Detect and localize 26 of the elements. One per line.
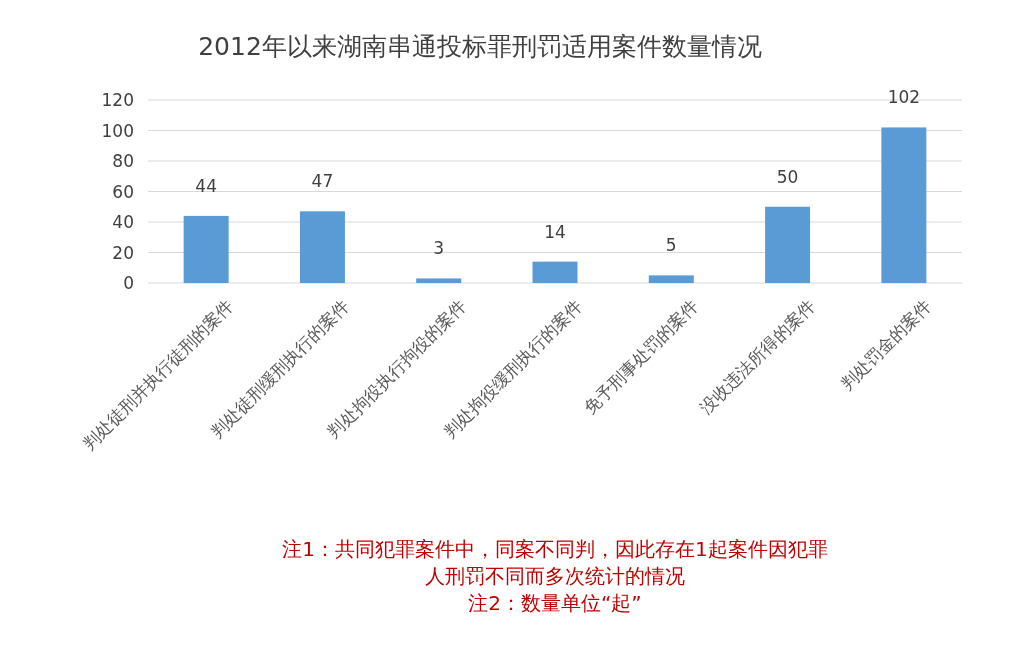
y-tick-label: 20 (112, 242, 134, 263)
data-label: 50 (776, 166, 799, 187)
data-label: 44 (195, 175, 217, 196)
y-tick-label: 120 (101, 90, 134, 110)
y-tick-label: 100 (101, 120, 134, 141)
bar (881, 127, 927, 283)
x-tick-label: 没收违法所得的案件 (696, 295, 819, 419)
text: 注2：数量单位“起” (468, 591, 642, 615)
text: 注1：共同犯罪案件中，同案不同判，因此存在1起案件因犯罪人刑罚不同而多次统计的情况 (282, 537, 828, 588)
bar (648, 275, 694, 283)
data-label: 14 (544, 221, 566, 242)
y-tick-label: 0 (123, 273, 134, 293)
bar (765, 206, 811, 283)
bar (299, 211, 345, 283)
data-label: 102 (887, 87, 921, 108)
chart-title: 2012年以来湖南串通投标罪刑罚适用案件数量情况 (198, 32, 762, 61)
bar (416, 278, 462, 283)
data-label: 5 (665, 235, 677, 256)
y-tick-label: 60 (112, 181, 134, 202)
data-label: 3 (433, 238, 445, 259)
bar (532, 261, 578, 283)
x-tick-label: 判处罚金的案件 (836, 295, 935, 394)
data-label: 47 (311, 171, 334, 192)
y-tick-label: 40 (112, 212, 134, 232)
y-tick-label: 80 (112, 151, 134, 171)
bar (183, 215, 229, 283)
